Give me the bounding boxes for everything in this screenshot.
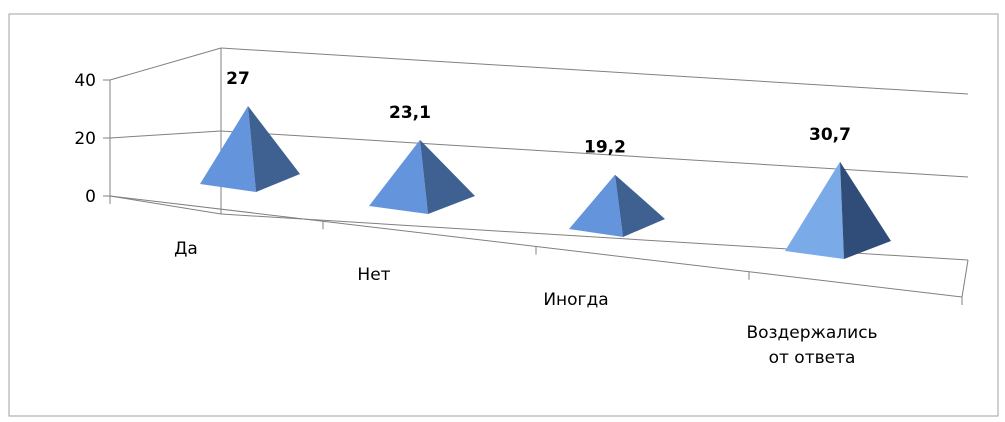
category-label: Да xyxy=(174,239,198,259)
pyramid-bar xyxy=(369,139,475,214)
pyramid-bar xyxy=(785,161,891,259)
pyramid-side-face xyxy=(840,161,891,259)
gridline-side xyxy=(109,195,222,215)
y-tick-label: 40 xyxy=(74,71,96,91)
gridline xyxy=(220,47,969,95)
data-label: 23,1 xyxy=(389,103,431,123)
pyramid-side-face xyxy=(248,106,300,192)
pyramid-front-face xyxy=(200,106,256,192)
data-labels: 27 23,1 19,2 30,7 xyxy=(226,69,851,158)
floor-right-edge xyxy=(961,259,969,298)
y-axis: 0 20 40 xyxy=(74,71,110,207)
data-label: 27 xyxy=(226,69,250,89)
pyramid-bar xyxy=(200,106,300,192)
pyramid-front-face xyxy=(369,139,428,214)
pyramid-side-face xyxy=(615,174,665,237)
chart-border xyxy=(8,13,999,417)
category-label: Иногда xyxy=(543,290,608,310)
x-axis: Да Нет Иногда Воздержались от ответа xyxy=(109,196,963,368)
data-label: 19,2 xyxy=(584,138,626,158)
pyramid-side-face xyxy=(420,139,475,214)
pyramid-bar xyxy=(569,174,665,237)
plot-area xyxy=(200,106,891,259)
category-label: Нет xyxy=(357,265,390,285)
pyramid-front-face xyxy=(785,161,844,259)
y-tick-label: 20 xyxy=(74,129,96,149)
category-label: Воздержались от ответа xyxy=(746,323,877,368)
gridline-side xyxy=(109,130,222,139)
data-label: 30,7 xyxy=(809,125,851,145)
y-tick-label: 0 xyxy=(85,187,96,207)
pyramid-front-face xyxy=(569,174,623,237)
gridline-side xyxy=(109,47,222,81)
